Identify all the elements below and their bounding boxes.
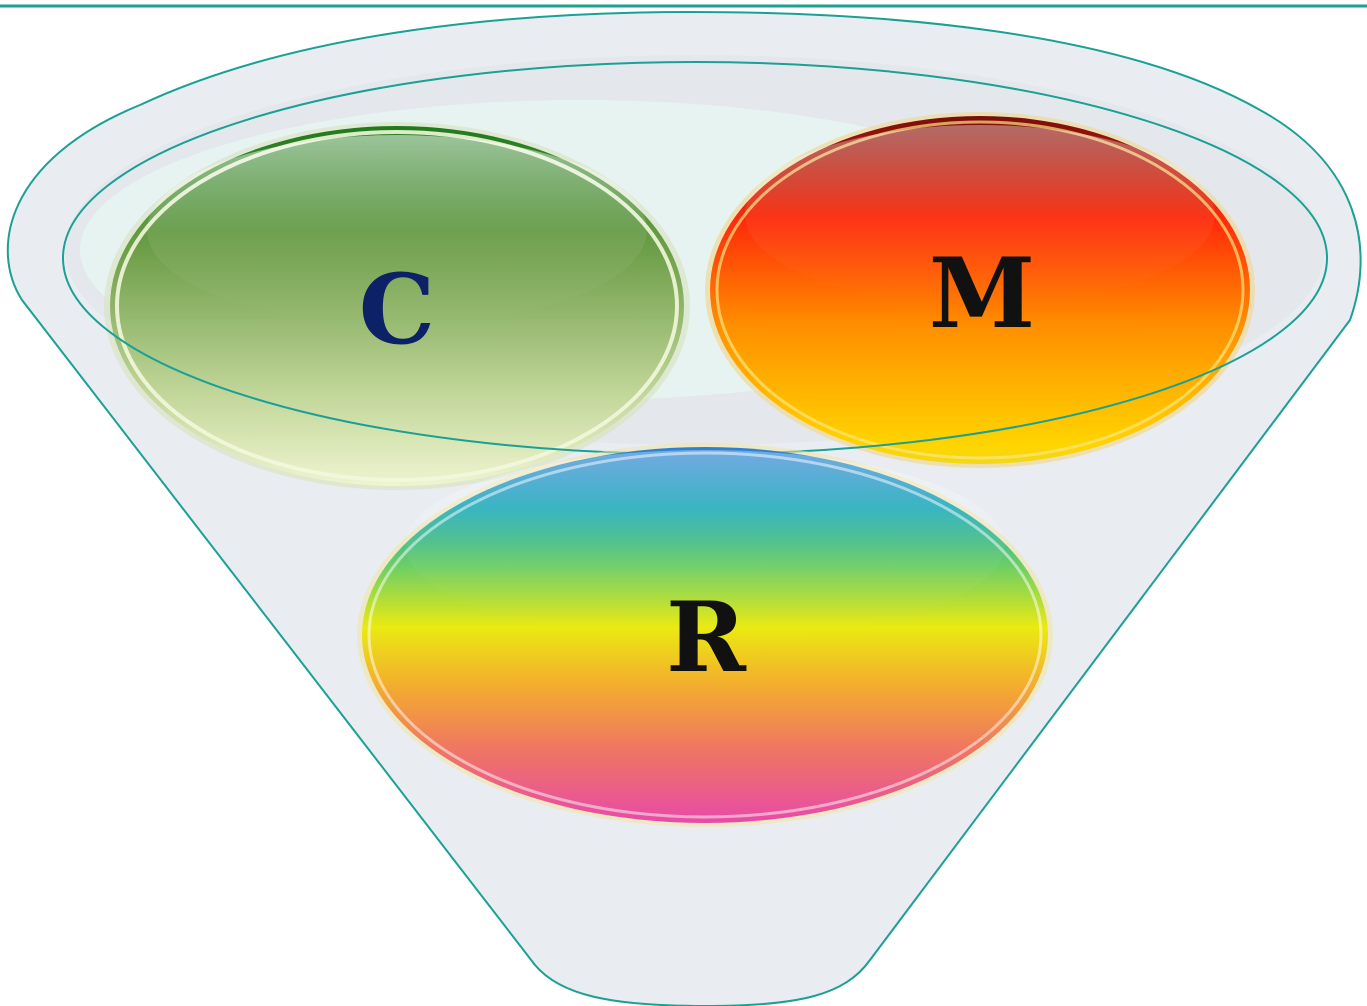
- label-m: M: [929, 237, 1035, 350]
- label-c: C: [359, 253, 435, 366]
- ellipse-m: M: [705, 112, 1255, 468]
- ellipse-r: R: [357, 443, 1053, 827]
- ellipse-c: C: [104, 122, 690, 490]
- label-r: R: [666, 581, 747, 694]
